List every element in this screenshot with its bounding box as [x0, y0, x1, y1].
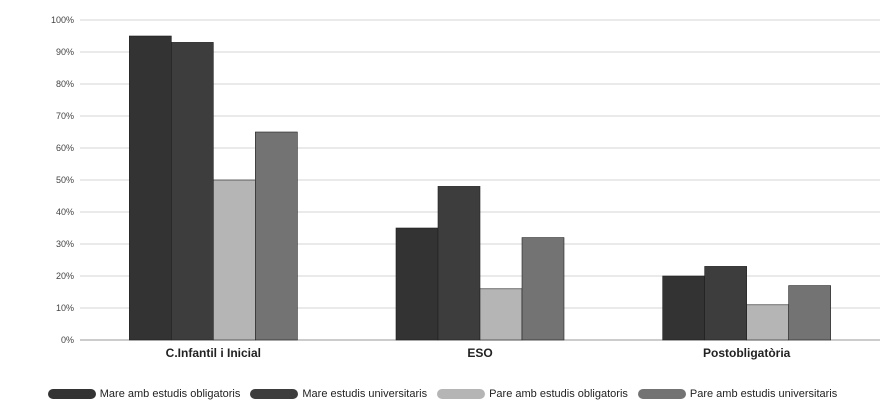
legend-swatch: [47, 389, 96, 399]
bar: [437, 186, 481, 341]
legend-swatch: [437, 389, 486, 399]
y-tick-label: 90%: [56, 47, 74, 57]
legend-swatch: [637, 389, 686, 399]
bar: [521, 237, 565, 341]
legend-item: Pare amb estudis obligatoris: [437, 388, 628, 400]
y-tick-label: 80%: [56, 79, 74, 89]
bar: [171, 42, 214, 341]
bar: [662, 275, 705, 341]
y-tick-label: 100%: [51, 15, 74, 25]
bar: [129, 35, 172, 341]
y-tick-label: 20%: [56, 271, 74, 281]
legend-swatch: [250, 389, 299, 399]
bar: [395, 227, 439, 341]
legend-label: Pare amb estudis universitaris: [689, 388, 838, 400]
y-tick-label: 30%: [56, 239, 74, 249]
legend-item: Mare estudis universitaris: [250, 388, 427, 400]
bar: [255, 131, 298, 341]
bar-chart: 0% 10% 20% 30% 40% 50% 60% 70% 80% 90% 100% C.Infan…: [51, 15, 880, 360]
y-tick-label: 60%: [56, 143, 74, 153]
bar: [788, 285, 831, 341]
bar: [479, 288, 523, 341]
bar: [704, 266, 747, 341]
y-tick-label: 10%: [56, 303, 74, 313]
y-tick-label: 50%: [56, 175, 74, 185]
y-tick-label: 0%: [61, 335, 74, 345]
bar: [746, 304, 789, 341]
chart-legend: Mare amb estudis obligatoris Mare estudis…: [0, 385, 885, 403]
legend-label: Mare estudis universitaris: [302, 388, 428, 400]
legend-item: Mare amb estudis obligatoris: [47, 388, 241, 400]
legend-label: Pare amb estudis obligatoris: [489, 388, 628, 400]
y-tick-label: 70%: [56, 111, 74, 121]
legend-label: Mare amb estudis obligatoris: [99, 388, 241, 400]
x-category-label: C.Infantil i Inicial: [166, 346, 261, 360]
legend-item: Pare amb estudis universitaris: [637, 388, 838, 400]
x-category-label: Postobligatòria: [703, 346, 791, 360]
bar: [213, 179, 256, 341]
x-category-label: ESO: [467, 346, 492, 360]
y-tick-label: 40%: [56, 207, 74, 217]
